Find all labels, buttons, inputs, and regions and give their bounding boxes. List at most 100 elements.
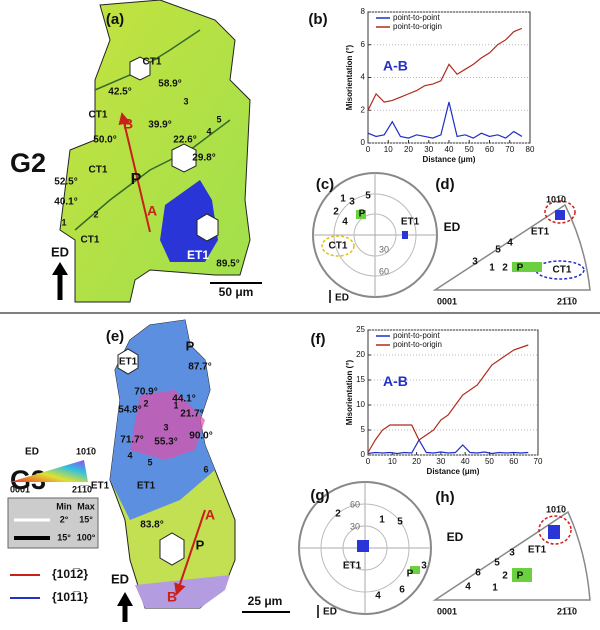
x-tick-label: 40 xyxy=(445,145,454,154)
legend-text: 15° xyxy=(57,532,71,542)
legend-text: {101̅1} xyxy=(52,590,88,604)
x-tick-label: 10 xyxy=(384,145,393,154)
annotation: 3 xyxy=(349,197,355,208)
annotation: CT1 xyxy=(81,235,100,246)
y-axis-label: Misorientation (°) xyxy=(345,44,354,110)
scale-bar-label: 25 μm xyxy=(248,594,283,608)
annotation: P xyxy=(359,209,366,220)
data-line xyxy=(367,27,523,111)
annotation: P xyxy=(517,263,524,274)
pole-label: 101̅0 xyxy=(546,504,566,514)
legend-text: Min xyxy=(56,501,72,511)
annotation: 3 xyxy=(509,548,515,559)
annotation: 3 xyxy=(472,257,478,268)
marker-label: 5 xyxy=(147,457,152,467)
annotation: 44.1° xyxy=(172,394,195,405)
annotation: ET1 xyxy=(401,217,420,228)
legend-label: point-to-point xyxy=(393,13,440,22)
annotation: 29.8° xyxy=(192,153,215,164)
direction-label: ED xyxy=(323,607,337,618)
direction-label: ED xyxy=(335,293,349,304)
panel-label: (f) xyxy=(311,331,326,348)
annotation: 54.8° xyxy=(118,405,141,416)
annotation: 83.8° xyxy=(140,520,163,531)
x-tick-label: 60 xyxy=(485,145,494,154)
ring-label: 60 xyxy=(379,266,389,276)
micrograph-e xyxy=(109,319,290,622)
annotation: 1 xyxy=(340,194,346,205)
pole-label: 101̅0 xyxy=(546,194,566,204)
marker-label: 6 xyxy=(203,464,208,474)
marker-label: 4 xyxy=(206,126,211,136)
panel-label: (g) xyxy=(310,487,329,504)
y-tick-label: 2 xyxy=(361,105,366,114)
annotation: 4 xyxy=(375,591,381,602)
x-tick-label: 20 xyxy=(404,145,413,154)
annotation: 58.9° xyxy=(158,79,181,90)
x-tick-label: 0 xyxy=(366,457,371,466)
annotation: CT1 xyxy=(89,110,108,121)
annotation: 2 xyxy=(502,263,508,274)
annotation: 55.3° xyxy=(154,437,177,448)
legend-text: 15° xyxy=(79,514,93,524)
y-tick-label: 0 xyxy=(361,138,366,147)
data-line xyxy=(367,438,529,455)
annotation: P xyxy=(196,537,205,552)
legend-text: 21̅1̅0 xyxy=(72,484,92,494)
legend-text: 101̅0 xyxy=(76,446,96,456)
pole-label: 0001 xyxy=(437,296,457,306)
annotation: B xyxy=(167,589,177,605)
annotation: 42.5° xyxy=(108,87,131,98)
y-tick-label: 25 xyxy=(356,325,365,334)
legend-label: point-to-origin xyxy=(393,340,442,349)
annotation: 2 xyxy=(333,207,339,218)
row-label: G2 xyxy=(10,148,46,178)
legend-text: 0001 xyxy=(10,484,30,494)
x-tick-label: 30 xyxy=(424,145,433,154)
scale-bar-label: 50 μm xyxy=(219,285,254,299)
panel-label: (a) xyxy=(106,11,124,28)
annotation: 50.0° xyxy=(93,135,116,146)
annotation: ET1 xyxy=(91,481,110,492)
direction-label: ED xyxy=(447,530,464,544)
direction-label: ED xyxy=(111,571,129,586)
y-axis-label: Misorientation (°) xyxy=(345,359,354,425)
annotation: 4 xyxy=(465,582,471,593)
annotation: 2 xyxy=(502,571,508,582)
x-tick-label: 50 xyxy=(465,145,474,154)
annotation: CT1 xyxy=(329,241,348,252)
annotation: A-B xyxy=(383,373,408,389)
panel-label: (h) xyxy=(435,489,454,506)
x-tick-label: 20 xyxy=(412,457,421,466)
x-tick-label: 60 xyxy=(509,457,518,466)
annotation: ET1 xyxy=(528,545,547,556)
x-tick-label: 40 xyxy=(461,457,470,466)
legend-label: point-to-point xyxy=(393,331,440,340)
annotation: 4 xyxy=(507,238,513,249)
x-tick-label: 80 xyxy=(526,145,535,154)
annotation: A xyxy=(147,203,157,219)
x-tick-label: 0 xyxy=(366,145,371,154)
annotation: 39.9° xyxy=(148,120,171,131)
annotation: 1 xyxy=(492,583,498,594)
data-line xyxy=(367,344,529,453)
plot-frame xyxy=(367,329,539,456)
y-tick-label: 20 xyxy=(356,350,365,359)
pole-label: 21̅1̅0 xyxy=(557,296,577,306)
y-tick-label: 6 xyxy=(361,40,366,49)
annotation: 5 xyxy=(397,517,403,528)
annotation: ET1 xyxy=(343,561,362,572)
color-legend xyxy=(7,460,99,599)
annotation: CT1 xyxy=(143,57,162,68)
x-axis-label: Distance (μm) xyxy=(427,467,480,476)
pole-label: 0001 xyxy=(437,606,457,616)
panel-label: (b) xyxy=(308,11,327,28)
ring-label: 30 xyxy=(350,521,360,531)
annotation: 5 xyxy=(495,245,501,256)
annotation: 5 xyxy=(365,191,371,202)
annotation: 90.0° xyxy=(189,431,212,442)
panel-label: (d) xyxy=(435,176,454,193)
panel-label: (e) xyxy=(106,328,124,345)
y-tick-label: 0 xyxy=(361,450,366,459)
